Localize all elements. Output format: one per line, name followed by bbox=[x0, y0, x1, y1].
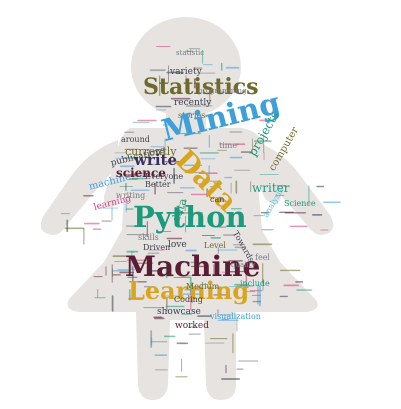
word-write: write bbox=[134, 151, 177, 169]
word-can: can bbox=[210, 195, 225, 204]
word-skills: skills bbox=[138, 233, 159, 242]
word-feel: feel bbox=[255, 253, 270, 262]
word-statistics: Statistics bbox=[143, 74, 259, 100]
silhouette-left-arm bbox=[40, 140, 118, 235]
word-quality: quality bbox=[231, 261, 256, 269]
word-everyone: Everyone bbox=[145, 172, 184, 181]
word-programming: programming bbox=[198, 87, 247, 95]
word-time: time bbox=[219, 141, 238, 150]
word-science-small: Science bbox=[284, 199, 316, 208]
word-coding: Coding bbox=[174, 295, 203, 304]
word-driven: Driven bbox=[143, 243, 171, 252]
word-level: Level bbox=[204, 241, 226, 250]
word-writing: writing bbox=[116, 191, 146, 200]
word-learning: Learning bbox=[128, 276, 250, 305]
filler-words bbox=[60, 45, 341, 380]
word-science: science bbox=[116, 166, 166, 180]
silhouette-head bbox=[131, 17, 241, 117]
word-recently: recently bbox=[174, 98, 212, 108]
word-currently: currently bbox=[125, 145, 177, 158]
word-showcase: showcase bbox=[157, 307, 201, 317]
word-variety: variety bbox=[170, 67, 202, 77]
silhouette-body bbox=[67, 128, 318, 400]
word-python: Python bbox=[133, 200, 247, 234]
word-writer: writer bbox=[252, 181, 290, 195]
word-love: love bbox=[168, 240, 187, 250]
word-include: include bbox=[240, 279, 270, 288]
word-stories: stories bbox=[178, 111, 206, 120]
word-visualization: visualization bbox=[210, 312, 261, 321]
silhouette-right-arm bbox=[252, 140, 334, 235]
word-statistic: statistic bbox=[176, 49, 205, 57]
word-around: around bbox=[121, 135, 150, 144]
word-machine: Machine bbox=[125, 250, 261, 283]
word-better: Better bbox=[145, 180, 171, 189]
word-medium: Medium bbox=[186, 282, 220, 291]
silhouette-neck bbox=[166, 108, 206, 128]
word-worked: worked bbox=[175, 321, 209, 331]
